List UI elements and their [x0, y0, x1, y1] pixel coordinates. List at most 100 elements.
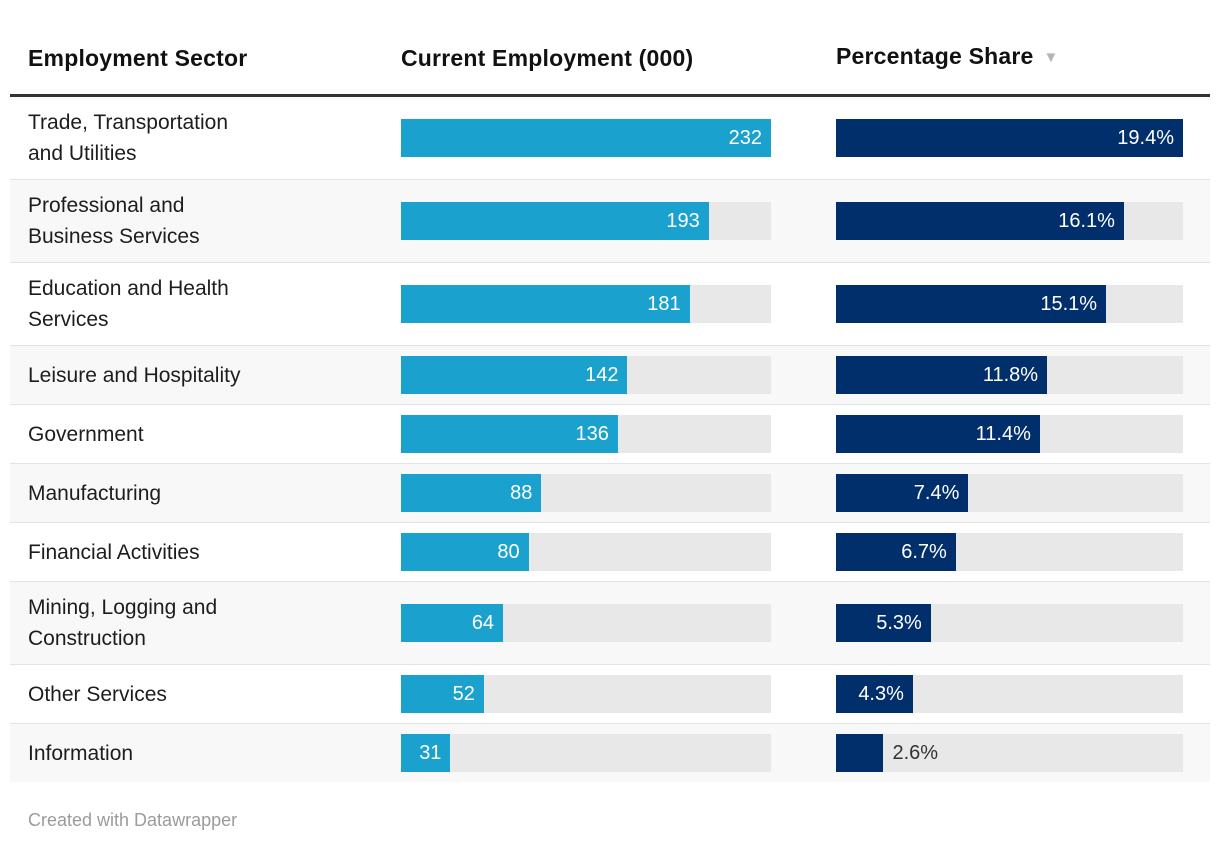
- employment-cell: 31: [401, 734, 771, 772]
- share-cell: 15.1%: [836, 285, 1183, 323]
- employment-bar: 193: [401, 202, 709, 240]
- share-value-label: 5.3%: [876, 611, 922, 634]
- sector-label: Financial Activities: [28, 540, 200, 564]
- share-cell: 11.8%: [836, 356, 1183, 394]
- share-bar-track: 5.3%: [836, 604, 1183, 642]
- employment-bar-track: 52: [401, 675, 771, 713]
- employment-bar-track: 31: [401, 734, 771, 772]
- employment-bar: 64: [401, 604, 504, 642]
- share-bar-track: 11.4%: [836, 415, 1183, 453]
- employment-cell: 142: [401, 356, 771, 394]
- column-header-share[interactable]: Percentage Share ▼: [836, 42, 1183, 72]
- employment-value-label: 181: [647, 292, 681, 315]
- share-cell: 16.1%: [836, 202, 1183, 240]
- table-header-row: Employment Sector Current Employment (00…: [10, 0, 1210, 97]
- share-bar-track: 7.4%: [836, 474, 1183, 512]
- employment-bar: 31: [401, 734, 451, 772]
- table-row: Trade, Transportation and Utilities 232 1…: [10, 97, 1210, 179]
- share-cell: 6.7%: [836, 533, 1183, 571]
- column-header-employment[interactable]: Current Employment (000): [401, 44, 771, 72]
- employment-value-label: 52: [452, 682, 475, 705]
- share-bar-track: 2.6%: [836, 734, 1183, 772]
- employment-bar-track: 136: [401, 415, 771, 453]
- employment-cell: 232: [401, 119, 771, 157]
- employment-bar: 80: [401, 533, 529, 571]
- employment-table: Employment Sector Current Employment (00…: [10, 0, 1210, 782]
- employment-value-label: 142: [585, 363, 619, 386]
- employment-bar: 136: [401, 415, 618, 453]
- share-bar: 11.8%: [836, 356, 1048, 394]
- employment-cell: 64: [401, 604, 771, 642]
- employment-value-label: 232: [728, 126, 762, 149]
- share-value-label: 4.3%: [858, 682, 904, 705]
- share-cell: 2.6%: [836, 734, 1183, 772]
- share-cell: 7.4%: [836, 474, 1183, 512]
- column-header-employment-label: Current Employment (000): [401, 45, 694, 71]
- share-value-label: 11.8%: [982, 363, 1039, 386]
- share-bar: 7.4%: [836, 474, 969, 512]
- share-value-label: 15.1%: [1040, 292, 1098, 315]
- sector-label: Other Services: [28, 682, 167, 706]
- share-value-label: 19.4%: [1117, 126, 1174, 149]
- share-cell: 5.3%: [836, 604, 1183, 642]
- datawrapper-credit-link[interactable]: Created with Datawrapper: [28, 810, 238, 830]
- employment-value-label: 136: [575, 422, 609, 445]
- employment-cell: 181: [401, 285, 771, 323]
- table-footer: Created with Datawrapper: [10, 810, 1210, 831]
- employment-value-label: 88: [510, 481, 533, 504]
- share-cell: 4.3%: [836, 675, 1183, 713]
- column-header-sector-label: Employment Sector: [28, 45, 248, 71]
- share-value-label: 11.4%: [975, 422, 1031, 445]
- share-bar: [836, 734, 883, 772]
- share-bar-track: 4.3%: [836, 675, 1183, 713]
- employment-bar-track: 88: [401, 474, 771, 512]
- share-bar: 15.1%: [836, 285, 1107, 323]
- employment-bar-track: 142: [401, 356, 771, 394]
- sector-label: Mining, Logging and Construction: [28, 596, 218, 650]
- employment-bar: 181: [401, 285, 690, 323]
- share-bar: 4.3%: [836, 675, 913, 713]
- table-row: Professional and Business Services 193 16…: [10, 179, 1210, 262]
- share-bar: 6.7%: [836, 533, 956, 571]
- employment-cell: 193: [401, 202, 771, 240]
- share-bar: 19.4%: [836, 119, 1183, 157]
- employment-bar: 88: [401, 474, 542, 512]
- share-bar: 11.4%: [836, 415, 1040, 453]
- table-row: Education and Health Services 181 15.1%: [10, 262, 1210, 345]
- employment-bar-track: 232: [401, 119, 771, 157]
- employment-bar: 232: [401, 119, 771, 157]
- employment-value-label: 193: [666, 209, 700, 232]
- sector-label: Leisure and Hospitality: [28, 363, 241, 387]
- employment-cell: 80: [401, 533, 771, 571]
- table-body: Trade, Transportation and Utilities 232 1…: [10, 97, 1210, 782]
- sector-label: Government: [28, 422, 144, 446]
- employment-cell: 88: [401, 474, 771, 512]
- share-bar: 5.3%: [836, 604, 931, 642]
- employment-bar-track: 64: [401, 604, 771, 642]
- share-bar-track: 6.7%: [836, 533, 1183, 571]
- share-value-label: 16.1%: [1058, 209, 1115, 232]
- share-value-label: 6.7%: [901, 540, 947, 563]
- share-value-label-outside: 2.6%: [892, 741, 939, 764]
- share-bar-track: 16.1%: [836, 202, 1183, 240]
- employment-value-label: 64: [471, 611, 495, 634]
- share-cell: 11.4%: [836, 415, 1183, 453]
- share-bar-track: 11.8%: [836, 356, 1183, 394]
- employment-cell: 136: [401, 415, 771, 453]
- table-row: Government 136 11.4%: [10, 404, 1210, 463]
- employment-value-label: 31: [419, 741, 442, 764]
- employment-cell: 52: [401, 675, 771, 713]
- table-row: Manufacturing 88 7.4%: [10, 463, 1210, 522]
- employment-bar-track: 181: [401, 285, 771, 323]
- table-row: Other Services 52 4.3%: [10, 664, 1210, 723]
- column-header-sector[interactable]: Employment Sector: [28, 44, 401, 72]
- sector-label: Information: [28, 741, 134, 765]
- employment-bar: 142: [401, 356, 628, 394]
- share-bar-track: 19.4%: [836, 119, 1183, 157]
- table-row: Mining, Logging and Construction 64 5.3%: [10, 581, 1210, 664]
- employment-value-label: 80: [497, 540, 520, 563]
- share-bar-track: 15.1%: [836, 285, 1183, 323]
- employment-bar-track: 193: [401, 202, 771, 240]
- share-bar: 16.1%: [836, 202, 1124, 240]
- column-header-share-label: Percentage Share: [836, 43, 1034, 69]
